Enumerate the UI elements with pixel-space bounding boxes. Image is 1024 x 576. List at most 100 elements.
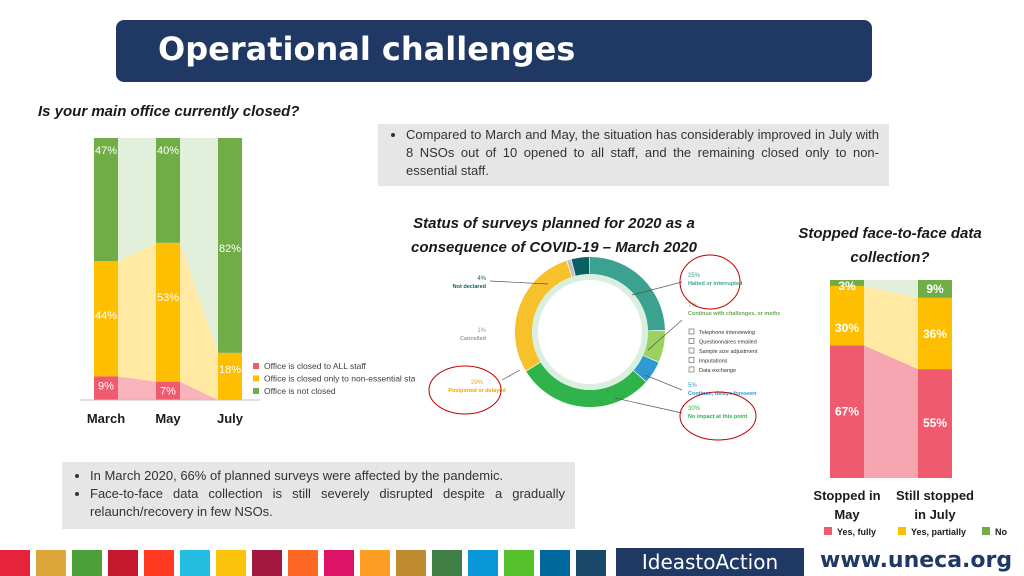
legend-swatch-yellow: [253, 375, 259, 382]
donut-pct-label: 7%: [688, 303, 697, 309]
method-icon: [688, 328, 695, 335]
data-label-red: 7%: [160, 386, 176, 398]
donut-category-label: Not declared: [453, 284, 486, 290]
sdg-color-block: [540, 550, 570, 576]
connector-band-red: [118, 376, 156, 400]
title-bar: Operational challenges: [116, 20, 872, 82]
data-label-yellow: 18%: [219, 364, 241, 376]
x-tick-label: in July: [914, 507, 956, 522]
face-to-face-chart-title: Stopped face-to-face data collection?: [798, 225, 982, 266]
data-label-yellow: 30%: [835, 321, 859, 335]
bar-segment-green: [918, 280, 952, 298]
ideas-to-action-logo: IdeastoAction: [616, 548, 804, 576]
x-tick-label: May: [155, 411, 181, 426]
donut-category-label: Continue with challenges, or methodologi…: [688, 311, 780, 317]
sdg-color-block: [576, 550, 606, 576]
legend-swatch-red: [253, 363, 259, 369]
highlight-circle: [679, 254, 741, 310]
donut-category-label: No impact at this point: [688, 414, 747, 420]
donut-slice: [643, 330, 665, 362]
bar-segment-yellow: [830, 285, 864, 346]
x-tick-label: Stopped in: [813, 488, 880, 503]
method-icon: [688, 357, 695, 363]
bar-segment-green: [156, 138, 180, 243]
survey-status-donut: 25% Halted or interrupted 7% Continue with …: [428, 254, 780, 441]
bar-segment-yellow: [918, 297, 952, 370]
donut-pct-label: 1%: [477, 328, 486, 334]
bottom-note-item: Face-to-face data collection is still se…: [90, 485, 565, 521]
ideas-label: IdeastoAction: [641, 550, 779, 574]
donut-category-label: Halted or interrupted: [688, 281, 742, 287]
x-tick-label: Still stopped: [896, 488, 974, 503]
bar-segment-yellow: [94, 261, 118, 377]
website-link[interactable]: www.uneca.org: [820, 548, 1013, 573]
sdg-color-block: [108, 550, 138, 576]
data-label-green: 9%: [926, 282, 944, 296]
bar-segment-yellow: [218, 352, 242, 400]
donut-pct-label: 4%: [477, 276, 486, 282]
top-note: Compared to March and May, the situation…: [378, 124, 889, 186]
donut-category-label: Postponed or delayed: [448, 388, 505, 394]
bar-segment-red: [94, 376, 118, 400]
legend-label: Yes, partially: [911, 527, 966, 537]
method-item-label: Telephone interviewing: [699, 330, 755, 336]
donut-chart-title: Status of surveys planned for 2020 as a …: [411, 215, 697, 256]
sdg-color-block: [288, 550, 318, 576]
bar-segment-red: [156, 381, 180, 400]
sdg-color-block: [0, 550, 30, 576]
connector-band-green: [180, 138, 218, 353]
legend-label: Office is not closed: [264, 386, 336, 396]
legend-swatch-green: [253, 388, 259, 394]
leader-line: [614, 397, 683, 414]
highlight-circle: [679, 391, 757, 441]
connector-band-green: [864, 280, 918, 298]
bar-segment-green: [218, 138, 242, 353]
donut-hole: [544, 286, 636, 378]
data-label-red: 9%: [98, 380, 114, 392]
connector-band-red: [864, 345, 918, 478]
sdg-color-block: [36, 550, 66, 576]
sdg-color-block: [504, 550, 534, 576]
sdg-color-block: [432, 550, 462, 576]
donut-pct-label: 30%: [688, 406, 701, 412]
sdg-color-block: [324, 550, 354, 576]
connector-band-yellow: [180, 242, 218, 400]
donut-pct-label: 29%: [471, 380, 484, 386]
sdg-color-block: [144, 550, 174, 576]
donut-slice: [590, 257, 665, 331]
bar-segment-green: [830, 280, 864, 286]
data-label-green: 40%: [157, 145, 179, 157]
donut-pct-label: 5%: [688, 383, 697, 389]
legend-swatch-green: [982, 527, 990, 535]
face-to-face-chart: 67% 30% 3% 55% 36% 9% Stopped in May Still stopp…: [813, 279, 1007, 537]
data-label-red: 55%: [923, 416, 947, 430]
x-tick-label: May: [834, 507, 860, 522]
donut-slice: [571, 257, 590, 276]
method-item-label: Sample size adjustment: [699, 349, 758, 355]
donut-pct-label: 25%: [688, 273, 701, 279]
donut-category-label: Continue, delays foreseen: [688, 391, 757, 397]
donut-slice: [515, 260, 572, 371]
donut-slice: [526, 362, 646, 407]
donut-inner-ring: [532, 274, 648, 390]
top-note-text: Compared to March and May, the situation…: [406, 126, 879, 180]
data-label-yellow: 44%: [95, 310, 117, 322]
sdg-color-block: [180, 550, 210, 576]
bar-segment-red: [830, 345, 864, 478]
highlight-circle: [428, 365, 502, 415]
sdg-color-block: [468, 550, 498, 576]
data-label-green: 82%: [219, 243, 241, 255]
method-icon: [688, 366, 695, 373]
legend-label: No: [995, 527, 1007, 537]
sdg-color-block: [252, 550, 282, 576]
method-item-label: Questionnaires emailed: [699, 340, 757, 346]
left-chart-question: Is your main office currently closed?: [38, 103, 300, 120]
method-item-label: Imputations: [699, 359, 728, 365]
method-icon: [688, 338, 695, 344]
donut-slice: [567, 259, 576, 277]
sdg-color-block: [360, 550, 390, 576]
x-tick-label: March: [87, 411, 125, 426]
legend-label: Office is closed to ALL staff: [264, 361, 367, 371]
bar-segment-yellow: [156, 242, 180, 382]
connector-band-green: [118, 138, 156, 262]
